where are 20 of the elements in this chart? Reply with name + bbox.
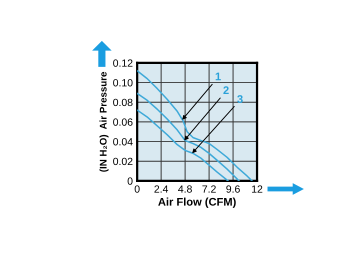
y-tick-label: 0 [128, 177, 133, 185]
line-series [137, 70, 253, 181]
x-axis-title: Air Flow (CFM) [158, 198, 236, 208]
y-tick-label: 0.10 [113, 79, 133, 86]
x-tick-label: 12 [252, 185, 262, 193]
x-tick-label: 9.6 [226, 185, 240, 193]
annotation: 2 [223, 86, 229, 94]
annotation: 1 [216, 72, 221, 80]
y-tick-label: 0.04 [113, 138, 133, 146]
x-tick-label: 7.2 [202, 185, 216, 193]
x-tick-label: 4.8 [178, 185, 192, 193]
y-tick-label: 0.08 [113, 98, 133, 106]
y-axis-title: (IN H₂O) Air Pressure [99, 72, 109, 172]
x-tick-label: 2.4 [154, 185, 168, 193]
annotation: 3 [237, 95, 243, 104]
line-series [137, 109, 229, 181]
x-tick-label: 0 [134, 185, 140, 193]
y-tick-label: 0.06 [113, 118, 133, 126]
y-tick-label: 0.02 [113, 158, 132, 166]
y-tick-label: 0.12 [113, 59, 132, 67]
